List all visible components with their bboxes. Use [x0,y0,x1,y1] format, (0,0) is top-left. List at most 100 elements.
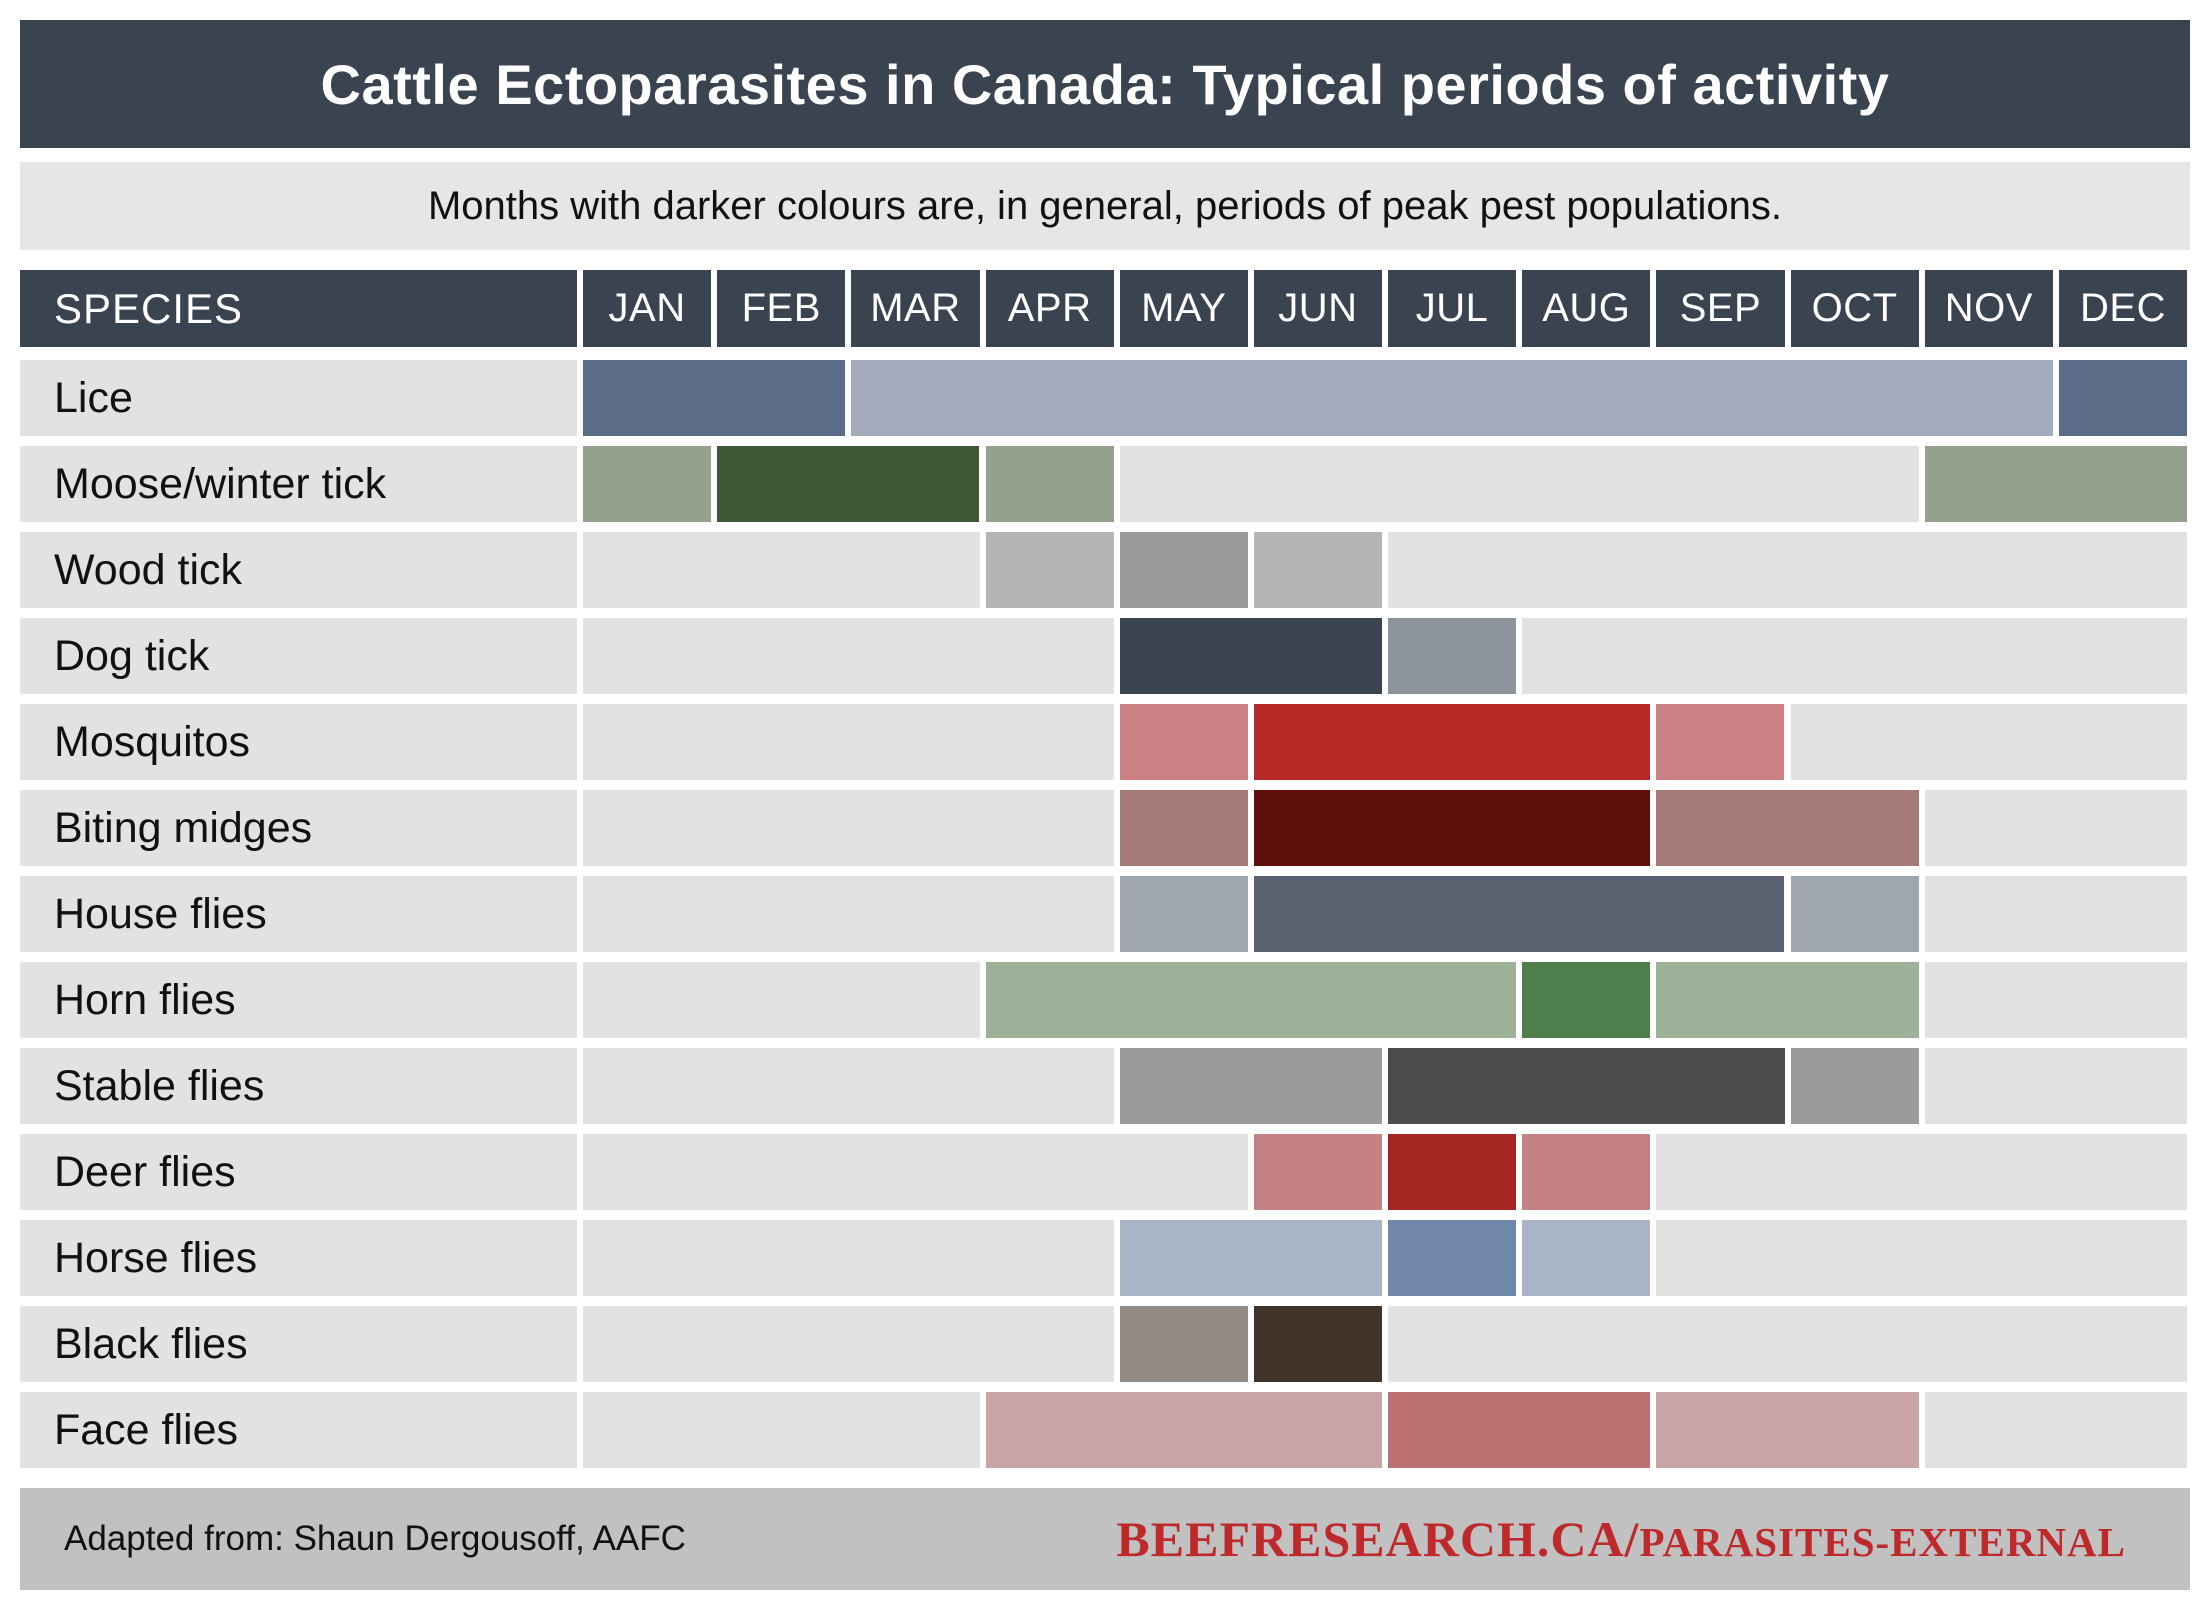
inactive-months [583,1220,1114,1296]
species-label: Horn flies [20,962,577,1038]
activity-active-segment [1119,876,1248,952]
inactive-months [1388,532,2187,608]
activity-active-segment [985,446,1114,522]
activity-strip [580,618,2190,694]
legend-note: Months with darker colours are, in gener… [427,183,1783,228]
activity-strip [580,1220,2190,1296]
activity-active-segment [1656,704,1785,780]
species-label: Dog tick [20,618,577,694]
species-row: Moose/winter tick [20,446,2190,522]
activity-active-segment [1790,876,1919,952]
species-label: Moose/winter tick [20,446,577,522]
inactive-months [583,1306,1114,1382]
inactive-months [1924,1048,2187,1124]
activity-peak-segment [1253,790,1651,866]
inactive-months [1924,876,2187,952]
species-label: Stable flies [20,1048,577,1124]
activity-peak-segment [1253,1306,1382,1382]
chart-rows: Lice Moose/winter tick Wood tick Dog tick Mo… [20,360,2190,1468]
month-header-dec: DEC [2058,270,2188,347]
attribution-text: Adapted from: Shaun Dergousoff, AAFC [64,1519,686,1558]
species-row: House flies [20,876,2190,952]
inactive-months [1924,962,2187,1038]
activity-active-segment [1522,1134,1651,1210]
activity-strip [580,360,2190,436]
species-label: Face flies [20,1392,577,1468]
activity-active-segment [985,532,1114,608]
legend-note-bar: Months with darker colours are, in gener… [20,162,2190,250]
inactive-months [583,532,980,608]
species-label: Black flies [20,1306,577,1382]
activity-strip [580,532,2190,608]
activity-active-segment [1119,1220,1382,1296]
activity-active-segment [1924,446,2187,522]
inactive-months [1522,618,2187,694]
activity-strip [580,446,2190,522]
month-header-jun: JUN [1253,270,1383,347]
species-label: Horse flies [20,1220,577,1296]
activity-peak-segment [1388,1134,1517,1210]
website-link-path: PARASITES-EXTERNAL [1639,1519,2126,1565]
inactive-months [1656,1220,2187,1296]
footer-bar: Adapted from: Shaun Dergousoff, AAFC BEE… [20,1488,2190,1590]
species-row: Deer flies [20,1134,2190,1210]
month-header-may: MAY [1119,270,1248,347]
activity-active-segment [851,360,2053,436]
inactive-months [583,618,1114,694]
inactive-months [1656,1134,2187,1210]
species-label: House flies [20,876,577,952]
activity-peak-segment [1522,962,1651,1038]
species-row: Horn flies [20,962,2190,1038]
website-link[interactable]: BEEFRESEARCH.CA/PARASITES-EXTERNAL [1116,1510,2126,1568]
month-header-jan: JAN [583,270,712,347]
inactive-months [583,704,1114,780]
activity-active-segment [1253,532,1382,608]
activity-active-segment [1388,618,1517,694]
month-header-oct: OCT [1790,270,1919,347]
activity-strip [580,1306,2190,1382]
inactive-months [1388,1306,2187,1382]
inactive-months [583,1392,980,1468]
species-label: Biting midges [20,790,577,866]
activity-active-segment [583,446,712,522]
species-row: Wood tick [20,532,2190,608]
species-row: Black flies [20,1306,2190,1382]
activity-peak-segment [1388,1048,1785,1124]
activity-active-segment [1119,1048,1382,1124]
species-label: Deer flies [20,1134,577,1210]
species-row: Mosquitos [20,704,2190,780]
activity-strip [580,1048,2190,1124]
month-header-nov: NOV [1924,270,2053,347]
species-row: Stable flies [20,1048,2190,1124]
activity-active-segment [985,962,1517,1038]
species-label: Wood tick [20,532,577,608]
activity-peak-segment [583,360,846,436]
activity-strip [580,1134,2190,1210]
activity-strip [580,876,2190,952]
activity-active-segment [1656,962,1919,1038]
activity-strip [580,704,2190,780]
activity-strip [580,962,2190,1038]
month-header-jul: JUL [1388,270,1517,347]
activity-active-segment [1119,1306,1248,1382]
month-header-aug: AUG [1522,270,1651,347]
activity-peak-segment [1253,876,1785,952]
activity-active-segment [985,1392,1382,1468]
activity-peak-segment [2058,360,2187,436]
species-row: Face flies [20,1392,2190,1468]
activity-active-segment [1119,790,1248,866]
inactive-months [583,962,980,1038]
activity-active-segment [1656,790,1919,866]
inactive-months [583,1048,1114,1124]
website-link-domain: BEEFRESEARCH.CA/ [1116,1511,1640,1567]
activity-peak-segment [1119,532,1248,608]
activity-active-segment [1119,704,1248,780]
month-header-feb: FEB [717,270,846,347]
inactive-months [1924,1392,2187,1468]
activity-active-segment [1790,1048,1919,1124]
activity-peak-segment [1388,1220,1517,1296]
activity-strip [580,790,2190,866]
activity-peak-segment [1253,704,1651,780]
inactive-months [583,1134,1248,1210]
